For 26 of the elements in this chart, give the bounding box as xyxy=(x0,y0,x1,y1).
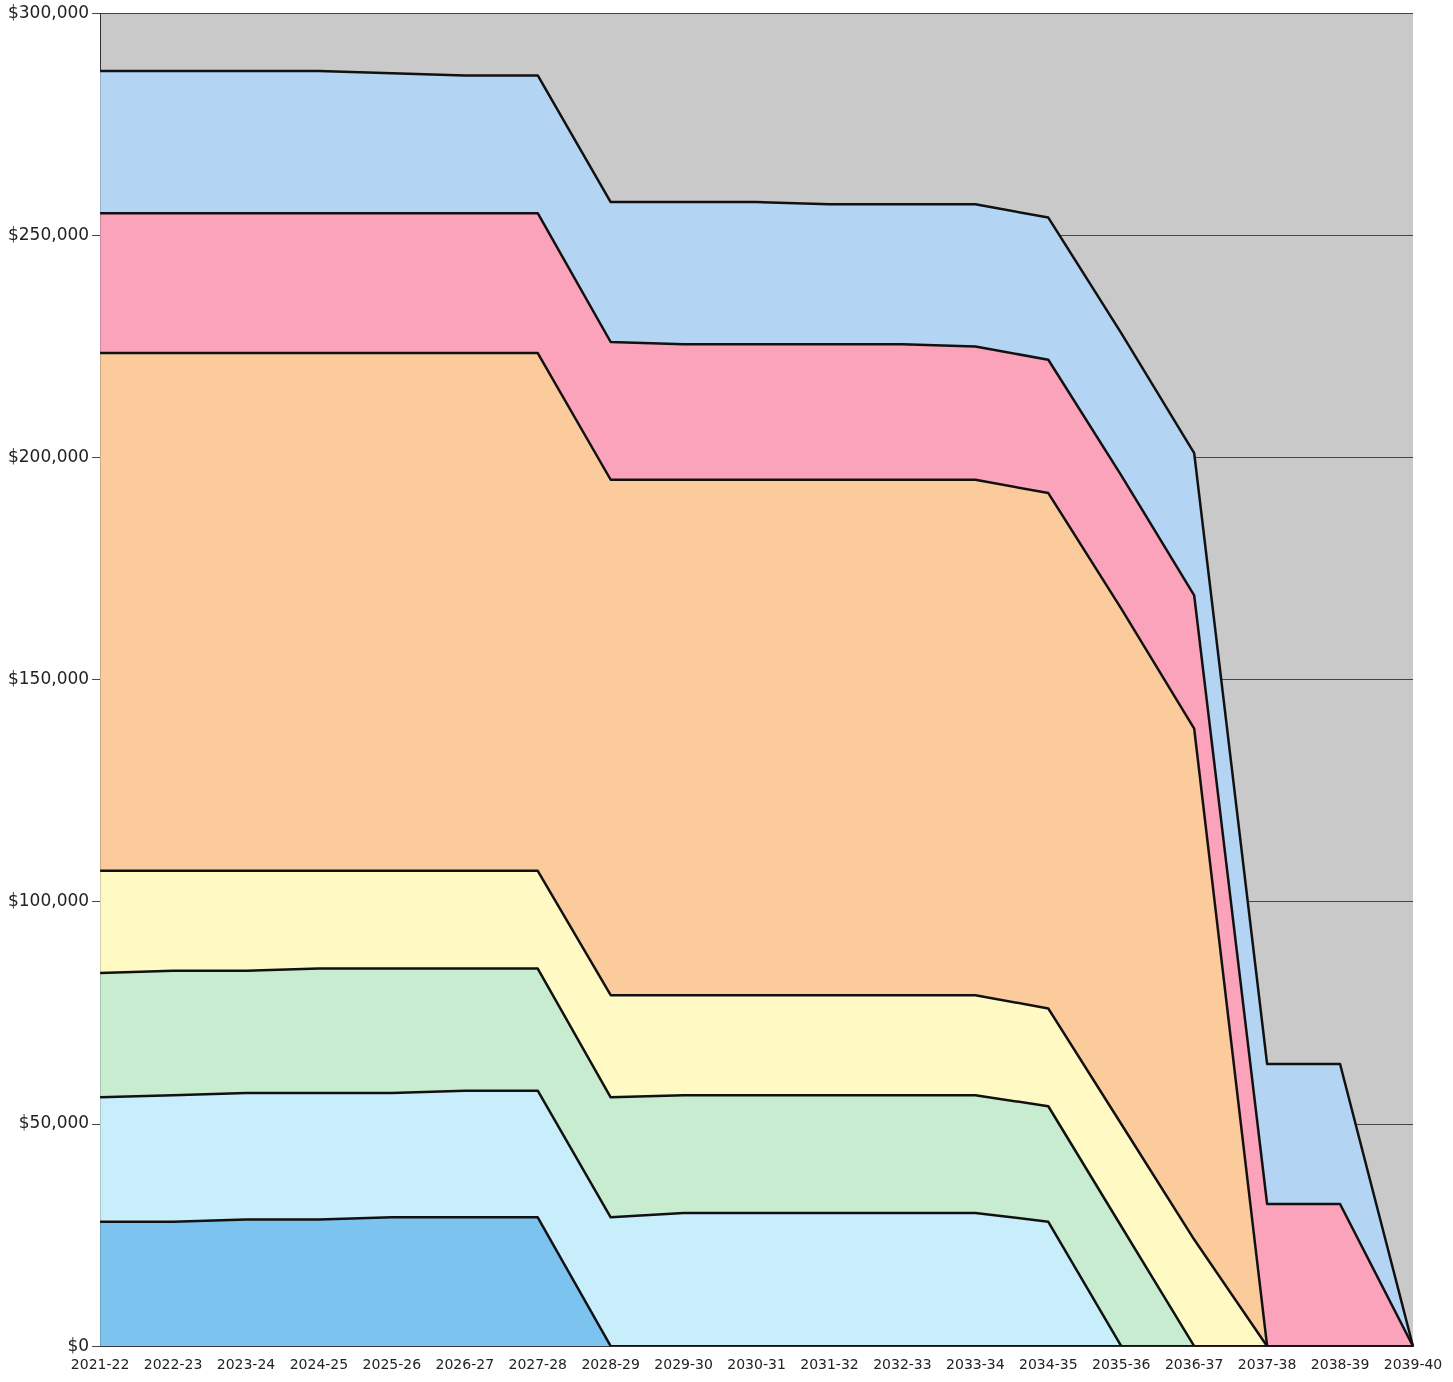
x-tick-label: 2034-35 xyxy=(1019,1356,1078,1373)
x-tick-label: 2037-38 xyxy=(1237,1356,1297,1373)
x-tick-label: 2029-30 xyxy=(654,1356,713,1373)
x-tick-label: 2030-31 xyxy=(727,1356,786,1373)
y-tick-label: $150,000 xyxy=(7,668,90,689)
x-tick-label: 2027-28 xyxy=(508,1356,567,1373)
x-tick-label: 2028-29 xyxy=(581,1356,640,1373)
x-tick-label: 2026-27 xyxy=(435,1356,495,1373)
x-tick-label: 2031-32 xyxy=(800,1356,859,1373)
y-tick-label: $50,000 xyxy=(18,1112,90,1133)
x-tick-label: 2024-25 xyxy=(289,1356,349,1373)
y-tick-label: $0 xyxy=(67,1334,90,1355)
x-tick-label: 2025-26 xyxy=(362,1356,422,1373)
x-tick-label: 2033-34 xyxy=(946,1356,1005,1373)
x-tick-label: 2035-36 xyxy=(1092,1356,1151,1373)
x-tick-label: 2039-40 xyxy=(1383,1356,1443,1373)
x-tick-label: 2032-33 xyxy=(873,1356,932,1373)
x-tick-label: 2038-39 xyxy=(1310,1356,1370,1373)
x-tick-label: 2021-22 xyxy=(70,1356,130,1373)
y-tick-label: $250,000 xyxy=(7,223,90,244)
x-tick-label: 2022-23 xyxy=(143,1356,203,1373)
x-tick-label: 2036-37 xyxy=(1164,1356,1224,1373)
y-tick-label: $100,000 xyxy=(7,890,90,911)
x-tick-label: 2023-24 xyxy=(216,1356,276,1373)
y-tick-label: $300,000 xyxy=(7,1,90,22)
y-tick-label: $200,000 xyxy=(7,445,90,466)
